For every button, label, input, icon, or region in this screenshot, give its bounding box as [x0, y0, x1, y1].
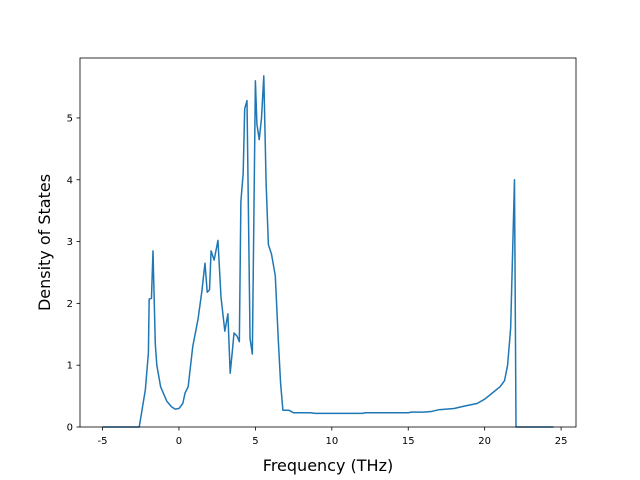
- y-tick-label: 0: [67, 423, 73, 434]
- y-tick-label: 3: [67, 237, 73, 248]
- line-series: [102, 75, 554, 428]
- y-tick-label: 5: [67, 113, 73, 124]
- x-tick-label: 10: [325, 436, 338, 447]
- x-tick-label: 15: [402, 436, 415, 447]
- x-tick-label: 20: [478, 436, 491, 447]
- plot-frame: [79, 57, 577, 428]
- y-tick-label: 1: [67, 361, 73, 372]
- x-tick-label: -5: [98, 436, 108, 447]
- y-axis-label: Density of States: [35, 174, 54, 311]
- x-axis-label: Frequency (THz): [263, 456, 393, 475]
- x-tick-label: 25: [555, 436, 568, 447]
- x-tick-label: 5: [252, 436, 258, 447]
- x-tick-label: 0: [176, 436, 182, 447]
- y-tick-label: 2: [67, 299, 73, 310]
- y-tick-label: 4: [67, 175, 73, 186]
